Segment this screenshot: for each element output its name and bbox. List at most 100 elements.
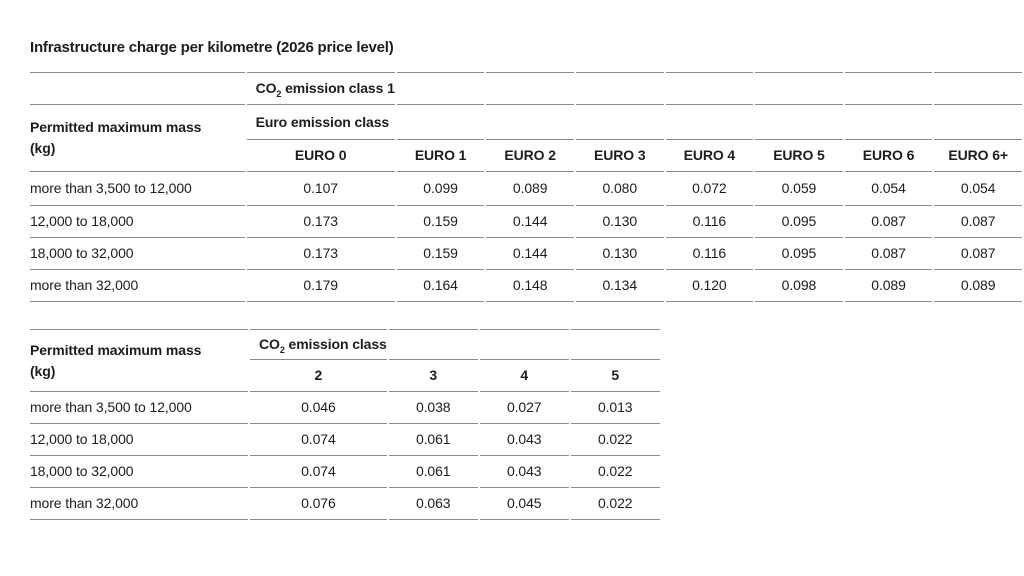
column-header-euro3: EURO 3 — [575, 140, 664, 172]
value-cell: 0.061 — [388, 424, 478, 456]
mass-column-header: Permitted maximum mass (kg) — [30, 329, 248, 392]
co2-label-prefix: CO — [255, 80, 277, 96]
value-cell: 0.087 — [934, 206, 1022, 238]
value-cell: 0.054 — [844, 172, 933, 206]
euro-group-header-label: Euro emission class — [246, 105, 395, 140]
table-row: 12,000 to 18,000 0.173 0.159 0.144 0.130… — [30, 206, 1022, 238]
co2-label-prefix: CO — [259, 336, 280, 352]
group-rule-cell — [665, 105, 754, 140]
page: Infrastructure charge per kilometre (202… — [28, 39, 1024, 520]
table-row: more than 3,500 to 12,000 0.046 0.038 0.… — [30, 392, 660, 424]
table-row: 18,000 to 32,000 0.074 0.061 0.043 0.022 — [30, 456, 660, 488]
mass-range-cell: more than 3,500 to 12,000 — [30, 172, 245, 206]
co2-classes-table: Permitted maximum mass (kg) CO2 emission… — [28, 329, 662, 520]
value-cell: 0.089 — [844, 270, 933, 302]
co2-class1-table: CO2 emission class 1 Permitted maximum m… — [28, 72, 1024, 302]
value-cell: 0.134 — [575, 270, 664, 302]
euro-column-headers-row: EURO 0 EURO 1 EURO 2 EURO 3 EURO 4 EURO … — [30, 140, 1022, 172]
value-cell: 0.095 — [755, 206, 843, 238]
value-cell: 0.027 — [479, 392, 569, 424]
column-header-class3: 3 — [388, 360, 478, 392]
band-rule-cell — [396, 72, 485, 105]
co2-label-suffix: emission class — [284, 336, 387, 352]
value-cell: 0.116 — [665, 206, 754, 238]
band-rule-cell — [486, 72, 574, 105]
group-rule-cell — [755, 105, 843, 140]
mass-column-header: Permitted maximum mass (kg) — [30, 105, 245, 172]
euro-group-header-row: Permitted maximum mass (kg) Euro emissio… — [30, 105, 1022, 172]
value-cell: 0.038 — [388, 392, 478, 424]
value-cell: 0.087 — [844, 238, 933, 270]
value-cell: 0.063 — [388, 488, 478, 520]
value-cell: 0.098 — [755, 270, 843, 302]
value-cell: 0.144 — [486, 238, 574, 270]
co2-subscript: 2 — [279, 345, 285, 355]
value-cell: 0.074 — [250, 456, 387, 488]
value-cell: 0.130 — [575, 206, 664, 238]
mass-range-cell: 18,000 to 32,000 — [30, 238, 245, 270]
band-rule-cell — [755, 72, 843, 105]
mass-range-cell: 12,000 to 18,000 — [30, 206, 245, 238]
value-cell: 0.087 — [844, 206, 933, 238]
value-cell: 0.099 — [396, 172, 485, 206]
table-row: more than 3,500 to 12,000 0.107 0.099 0.… — [30, 172, 1022, 206]
value-cell: 0.116 — [665, 238, 754, 270]
value-cell: 0.059 — [755, 172, 843, 206]
column-header-euro0: EURO 0 — [246, 140, 395, 172]
band-rule-cell — [388, 329, 478, 360]
band-rule-cell — [479, 329, 569, 360]
mass-range-cell: 18,000 to 32,000 — [30, 456, 248, 488]
group-rule-cell — [486, 105, 574, 140]
value-cell: 0.173 — [246, 238, 395, 270]
band-rule-cell — [844, 72, 933, 105]
value-cell: 0.043 — [479, 424, 569, 456]
column-header-euro6: EURO 6 — [844, 140, 933, 172]
value-cell: 0.173 — [246, 206, 395, 238]
column-header-euro6plus: EURO 6+ — [934, 140, 1022, 172]
co2-label-suffix: emission class 1 — [281, 80, 395, 96]
table-row: more than 32,000 0.179 0.164 0.148 0.134… — [30, 270, 1022, 302]
value-cell: 0.144 — [486, 206, 574, 238]
column-header-class5: 5 — [570, 360, 660, 392]
co2-subscript: 2 — [276, 89, 282, 99]
column-header-class4: 4 — [479, 360, 569, 392]
band-rule-cell — [934, 72, 1022, 105]
table-row: 18,000 to 32,000 0.173 0.159 0.144 0.130… — [30, 238, 1022, 270]
value-cell: 0.022 — [570, 424, 660, 456]
co2-class1-band-row: CO2 emission class 1 — [30, 72, 1022, 105]
mass-range-cell: more than 32,000 — [30, 488, 248, 520]
value-cell: 0.080 — [575, 172, 664, 206]
value-cell: 0.043 — [479, 456, 569, 488]
value-cell: 0.120 — [665, 270, 754, 302]
value-cell: 0.107 — [246, 172, 395, 206]
column-header-class2: 2 — [250, 360, 387, 392]
value-cell: 0.159 — [396, 238, 485, 270]
column-header-euro2: EURO 2 — [486, 140, 574, 172]
value-cell: 0.022 — [570, 488, 660, 520]
value-cell: 0.159 — [396, 206, 485, 238]
value-cell: 0.045 — [479, 488, 569, 520]
band-rule-cell — [575, 72, 664, 105]
mass-range-cell: more than 32,000 — [30, 270, 245, 302]
value-cell: 0.022 — [570, 456, 660, 488]
value-cell: 0.148 — [486, 270, 574, 302]
value-cell: 0.054 — [934, 172, 1022, 206]
group-rule-cell — [844, 105, 933, 140]
value-cell: 0.179 — [246, 270, 395, 302]
value-cell: 0.164 — [396, 270, 485, 302]
mass-range-cell: more than 3,500 to 12,000 — [30, 392, 248, 424]
mass-range-cell: 12,000 to 18,000 — [30, 424, 248, 456]
table-row: more than 32,000 0.076 0.063 0.045 0.022 — [30, 488, 660, 520]
value-cell: 0.089 — [486, 172, 574, 206]
column-header-euro5: EURO 5 — [755, 140, 843, 172]
column-header-euro4: EURO 4 — [665, 140, 754, 172]
value-cell: 0.076 — [250, 488, 387, 520]
co2-class1-band-label: CO2 emission class 1 — [246, 72, 395, 105]
co2-group-header-label: CO2 emission class — [250, 329, 387, 360]
group-rule-cell — [575, 105, 664, 140]
value-cell: 0.013 — [570, 392, 660, 424]
band-rule-cell — [570, 329, 660, 360]
band-rule-cell — [665, 72, 754, 105]
value-cell: 0.061 — [388, 456, 478, 488]
column-header-euro1: EURO 1 — [396, 140, 485, 172]
